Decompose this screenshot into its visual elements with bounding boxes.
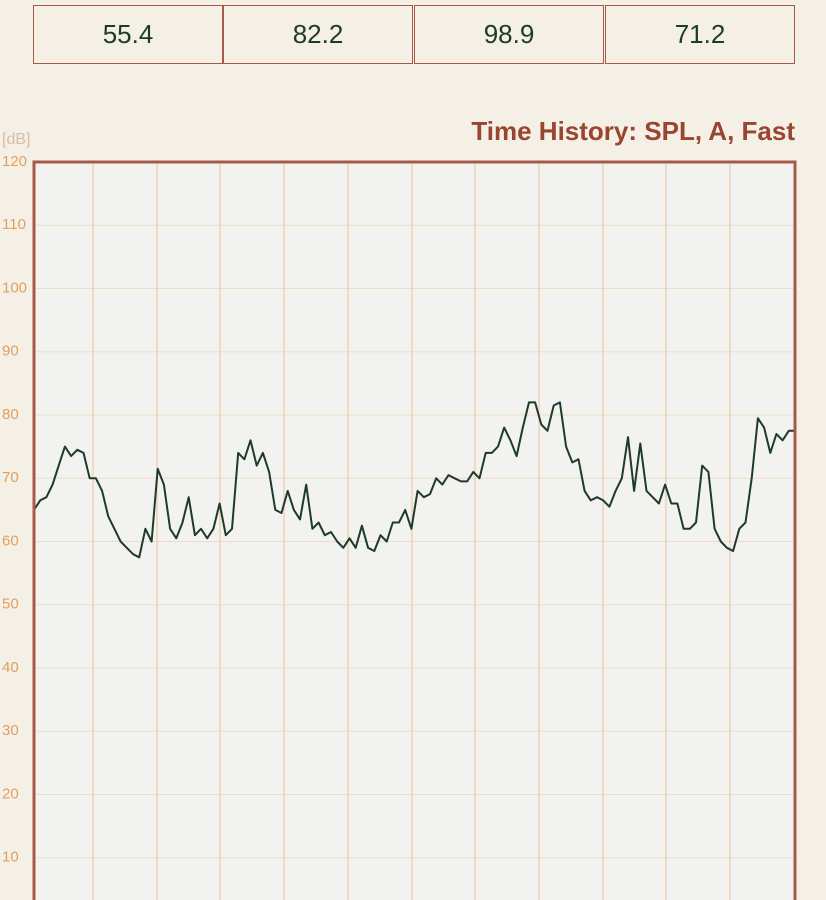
plot-area <box>34 162 795 900</box>
y-tick-label: 120 <box>2 153 27 170</box>
reading: 71.2 <box>605 5 795 64</box>
chart-title: Time History: SPL, A, Fast <box>471 116 795 146</box>
reading: 55.4 <box>33 5 223 64</box>
y-tick-label: 20 <box>2 785 19 802</box>
y-tick-label: 90 <box>2 343 19 360</box>
y-tick-label: 100 <box>2 279 27 296</box>
reading: 82.2 <box>223 5 413 64</box>
y-tick-label: 50 <box>2 596 19 613</box>
y-tick-label: 10 <box>2 849 19 866</box>
y-tick-label: 40 <box>2 659 19 676</box>
y-tick-label: 30 <box>2 722 19 739</box>
y-tick-label: 80 <box>2 406 19 423</box>
vertical-grid <box>92 162 731 900</box>
y-tick-label: 70 <box>2 469 19 486</box>
y-tick-label: 110 <box>2 216 26 233</box>
plot-border <box>32 160 797 900</box>
y-tick-label: 60 <box>2 532 19 549</box>
y-axis-label: [dB] <box>2 131 30 148</box>
reading: 98.9 <box>414 5 604 64</box>
spl-line <box>33 401 795 559</box>
